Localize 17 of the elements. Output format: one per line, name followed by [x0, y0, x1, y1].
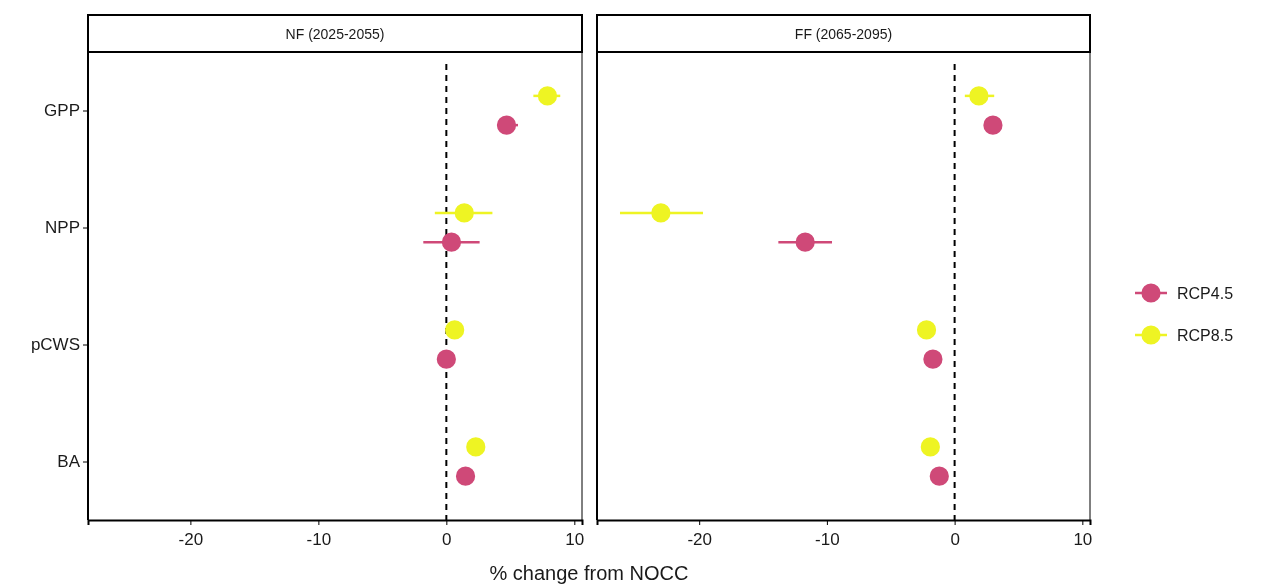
chart-title: FF (2065-2095) [794, 25, 893, 42]
legend-label: RCP8.5 [1177, 327, 1234, 344]
x-tick-label: -10 [815, 530, 840, 549]
x-tick-label: -20 [178, 530, 204, 549]
y-tick-label: pCWS [30, 335, 80, 355]
y-tick-label: BA [57, 452, 81, 472]
x-tick-label: 0 [442, 530, 452, 549]
x-tick-label: -10 [306, 530, 332, 549]
x-tick-label: 10 [1073, 530, 1093, 549]
y-tick-label: GPP [44, 101, 80, 121]
legend-label: RCP4.5 [1177, 285, 1234, 302]
x-axis-title: % change from NOCC [489, 562, 689, 584]
x-tick-label: 0 [950, 530, 960, 549]
chart-title: NF (2025-2055) [285, 25, 385, 42]
x-tick-label: 10 [565, 530, 585, 549]
x-tick-label: -20 [687, 530, 712, 549]
y-tick-label: NPP [45, 218, 80, 238]
